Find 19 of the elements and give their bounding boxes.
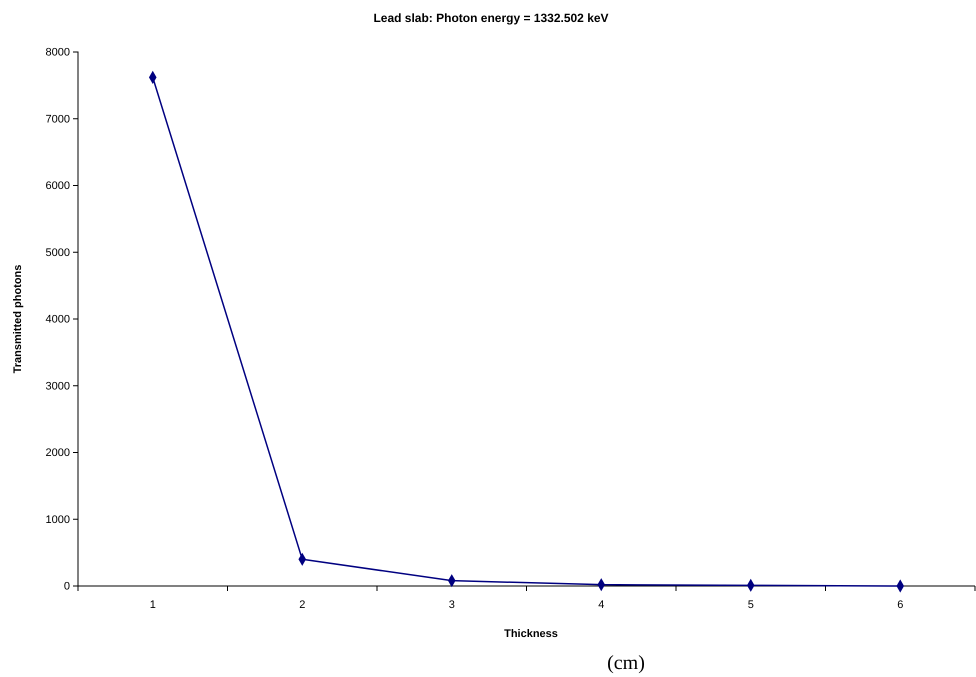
x-tick-label: 6 <box>897 599 904 611</box>
x-tick-label: 5 <box>748 599 754 611</box>
x-tick-label: 4 <box>598 599 604 611</box>
text: (cm) <box>607 652 645 674</box>
x-tick-label: 2 <box>299 599 306 611</box>
y-tick-label: 4000 <box>46 314 70 326</box>
y-tick-label: 6000 <box>46 180 70 192</box>
y-tick-label: 8000 <box>46 46 70 59</box>
y-axis-title: Transmitted photons <box>12 264 24 374</box>
chart-title: Lead slab: Photon energy = 1332.502 keV <box>373 11 609 25</box>
x-axis-title: Thickness <box>504 628 558 640</box>
y-tick-label: 7000 <box>46 113 70 126</box>
y-tick-label: 1000 <box>46 514 70 526</box>
y-tick-label: 0 <box>64 580 70 593</box>
x-tick-label: 3 <box>448 599 455 611</box>
y-tick-label: 2000 <box>46 447 70 460</box>
y-tick-label: 3000 <box>46 380 70 392</box>
y-tick-label: 5000 <box>46 246 70 259</box>
x-tick-label: 1 <box>150 599 156 611</box>
